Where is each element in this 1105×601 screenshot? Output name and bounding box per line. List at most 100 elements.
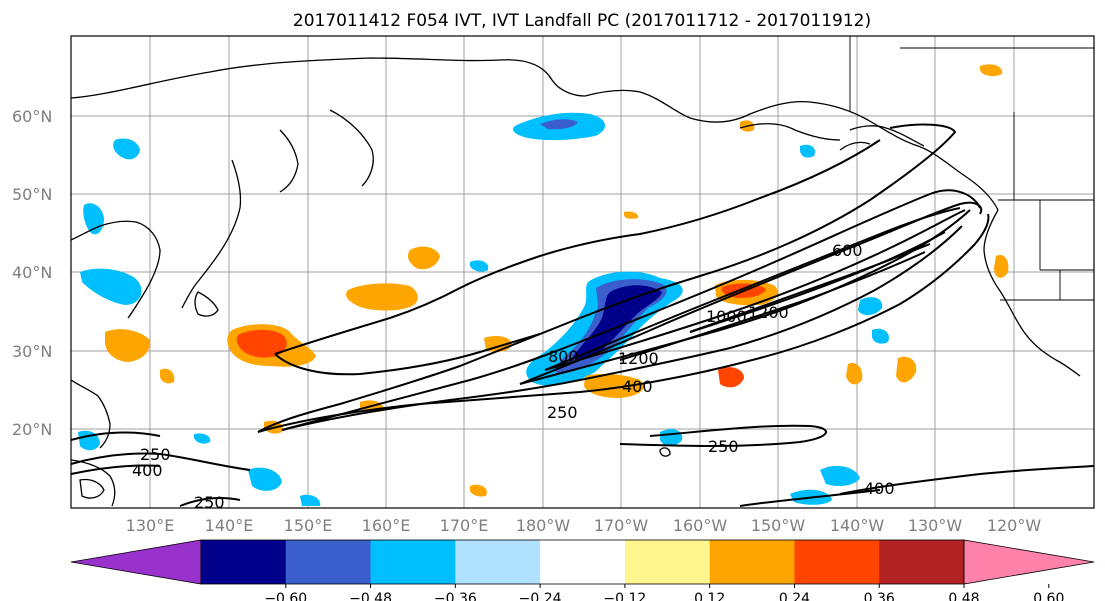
colorbar-tick-label: 0.60 [1033,591,1064,601]
lat-label: 40°N [12,263,52,282]
coast-hawaii [659,447,671,457]
coast-kyushu [194,291,219,317]
colorbar-tick-label: −0.24 [519,591,562,601]
colorbar-swatch [624,540,711,584]
positive-pc-west-core [236,329,287,358]
figure-title: 2017011412 F054 IVT, IVT Landfall PC (20… [293,11,871,31]
colorbar-extension-max [963,539,1095,585]
negative-pc-okhotsk [113,138,140,160]
contour-label: 250 [194,493,225,512]
coast-philippines [79,478,105,499]
coast-alaska-south [849,125,925,147]
negative-pc-core [572,285,662,360]
contour-800 [544,209,966,371]
lon-label: 130°E [126,516,175,535]
contour-label: 250 [708,437,739,456]
colorbar: −0.60 −0.48 −0.36 −0.24 −0.12 0.12 0.24 0.36 0.4… [70,539,1095,601]
borders [849,36,1094,301]
lon-label: 140°E [205,516,254,535]
lon-label: 140°W [830,516,885,535]
ivt-contours [70,123,1095,507]
contour-label: 250 [140,445,171,464]
positive-pc-east-3 [846,362,863,385]
lon-label: 120°W [987,516,1042,535]
negative-pc-korea [80,268,142,305]
positive-pc-north-pacific [624,211,639,219]
coastlines [70,57,1081,507]
colorbar-tick-label: 0.36 [864,591,895,601]
contour-1000-up [689,243,931,333]
coast-kenai [839,141,871,151]
contour-label: 1200 [748,303,789,322]
coast-okhotsk [279,129,299,193]
contour-labels: 250 400 600 800 1000 1200 1200 400 250 2… [132,241,895,512]
negative-pc-bering-core [540,119,578,130]
coast-asia-east [70,220,161,319]
lon-label: 180°W [516,516,571,535]
negative-pc-south-2 [248,467,282,491]
contour-label: 600 [832,241,863,260]
colorbar-swatch [201,540,287,584]
lon-label: 160°W [673,516,728,535]
contour-1200 [619,251,926,361]
lon-label: 150°W [751,516,806,535]
contour-800-up [544,207,961,371]
colorbar-swatch [370,540,456,584]
lat-label: 60°N [12,107,52,126]
positive-pc-east-2 [896,356,917,383]
longitude-labels: 130°E 140°E 150°E 160°E 170°E 180°W 170°… [126,516,1042,535]
contour-250-upper [274,139,881,355]
contour-label: 250 [547,403,578,422]
contour-250-sw [70,452,251,471]
negative-pc-east-1 [858,297,883,316]
coast-japan [181,159,242,309]
contour-label: 1200 [618,349,659,368]
map-frame [70,35,1095,509]
lat-label: 20°N [12,420,52,439]
positive-pc-south-4 [470,484,487,497]
coast-arctic [70,57,999,211]
contour-label: 400 [622,377,653,396]
colorbar-tick-label: −0.12 [603,591,646,601]
contour-400-se [839,465,1095,495]
contour-label: 800 [548,347,579,366]
contour-400-upper [281,189,981,431]
positive-pc-south-east [718,367,744,388]
negative-pc-south-3 [820,465,860,486]
colorbar-tick-label: 0.24 [779,591,810,601]
contour-600-up [519,201,983,385]
lat-label: 30°N [12,342,52,361]
colorbar-swatch [455,540,541,584]
colorbar-swatch [285,540,372,584]
contour-250-ss [179,497,241,507]
contour-1000 [689,231,946,333]
negative-pc-mid-1 [470,260,489,272]
contour-250-sw-2 [70,431,161,441]
colorbar-tick-label: −0.48 [349,591,392,601]
lon-label: 160°E [362,516,411,535]
contour-label: 400 [864,479,895,498]
colorbar-swatch [709,540,795,584]
contour-400-sw [70,464,161,475]
contour-250-north [257,123,957,433]
colorbar-tick-label: −0.36 [434,591,477,601]
colorbar-swatch [879,540,965,584]
positive-pc-south [584,373,644,398]
lat-label: 50°N [12,185,52,204]
colorbar-outline [200,539,965,585]
coast-us-west [983,209,1081,377]
lon-label: 170°W [594,516,649,535]
negative-pc-east-2 [872,328,889,344]
positive-pc-philippine [160,368,175,384]
colorbar-tick-label: 0.48 [948,591,979,601]
colorbar-extension-min [70,539,202,585]
latitude-labels: 20°N 30°N 40°N 50°N 60°N [12,107,52,439]
negative-pc-gulf [800,144,816,158]
pc-shading [78,64,1009,506]
coast-indochina [70,459,116,507]
colorbar-swatch [794,540,880,584]
negative-pc-south-6 [300,494,321,506]
positive-pc-center-west [346,283,418,311]
colorbar-tick-label: −0.60 [264,591,307,601]
